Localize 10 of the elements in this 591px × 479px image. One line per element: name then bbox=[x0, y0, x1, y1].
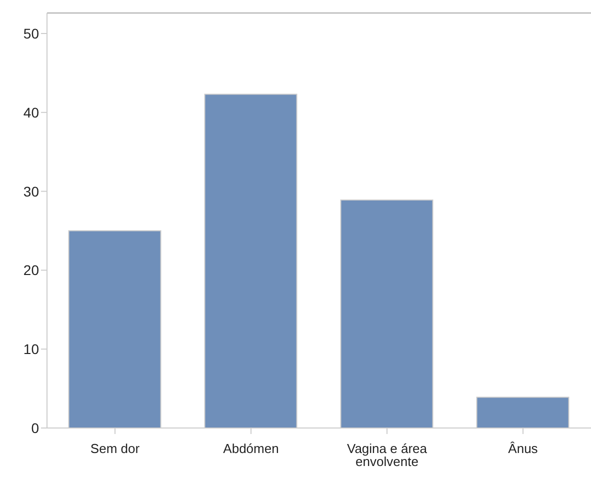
x-tick-label: Sem dor bbox=[90, 441, 140, 456]
y-tick-label: 30 bbox=[23, 183, 40, 200]
y-tick-label: 50 bbox=[23, 25, 40, 42]
x-tick-label: Vagina e área envolvente bbox=[347, 441, 428, 470]
y-tick-label: 10 bbox=[23, 341, 40, 358]
y-tick-label: 20 bbox=[23, 262, 40, 278]
x-tick-label: Ânus bbox=[508, 441, 538, 456]
y-tick-label: 0 bbox=[31, 420, 40, 436]
y-tick-label: 40 bbox=[23, 104, 40, 120]
x-tick-label: Abdómen bbox=[223, 441, 279, 456]
